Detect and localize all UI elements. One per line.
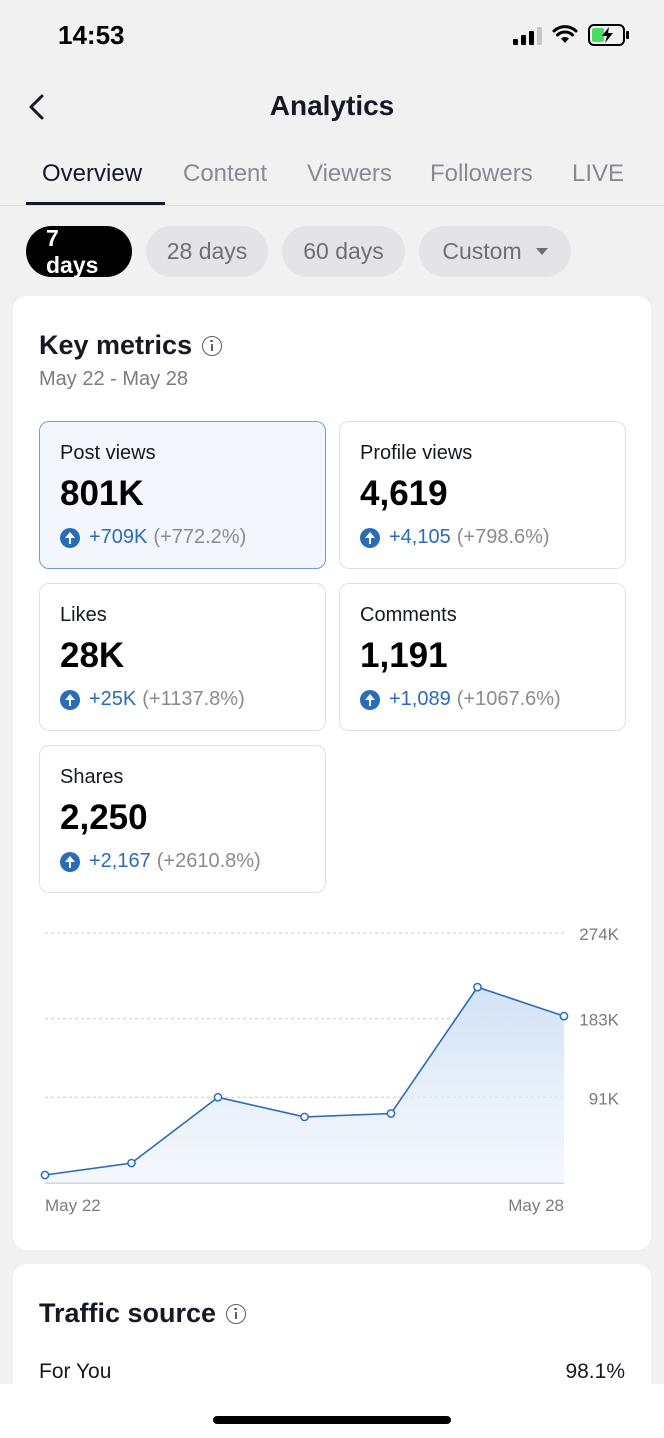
- chevron-down-icon: [535, 248, 548, 255]
- arrow-up-circle-icon: [360, 527, 380, 548]
- tab-bar: Overview Content Viewers Followers LIVE: [0, 150, 664, 206]
- y-tick-label: 183K: [579, 1011, 619, 1030]
- arrow-up-circle-icon: [60, 851, 80, 872]
- metric-delta: +2,167: [89, 850, 151, 872]
- active-tab-indicator: [26, 202, 165, 205]
- filter-28-days[interactable]: 28 days: [146, 226, 268, 277]
- metric-change: +2,167 (+2610.8%): [60, 850, 261, 873]
- metric-change: +25K (+1137.8%): [60, 688, 245, 711]
- metric-label: Post views: [60, 442, 156, 464]
- filter-60-days[interactable]: 60 days: [282, 226, 405, 277]
- chart-data-point: [127, 1158, 136, 1168]
- x-tick-label: May 28: [508, 1196, 564, 1215]
- traffic-source-label: For You: [39, 1360, 112, 1383]
- metric-comments[interactable]: Comments 1,191 +1,089 (+1067.6%): [339, 583, 626, 731]
- metric-change: +1,089 (+1067.6%): [360, 688, 561, 711]
- x-tick-label: May 22: [45, 1196, 101, 1215]
- metric-label: Shares: [60, 766, 124, 788]
- chart-data-point: [213, 1092, 223, 1102]
- tab-content[interactable]: Content: [183, 160, 268, 187]
- key-metrics-title: Key metrics: [39, 330, 193, 360]
- wifi-icon: [552, 25, 578, 43]
- status-bar: 14:53: [0, 0, 664, 72]
- tab-followers[interactable]: Followers: [430, 160, 533, 187]
- app-header: Analytics: [0, 72, 664, 142]
- info-icon[interactable]: [202, 335, 223, 356]
- back-arrow-icon[interactable]: [22, 90, 52, 124]
- cellular-signal-icon: [513, 25, 542, 45]
- metric-likes[interactable]: Likes 28K +25K (+1137.8%): [39, 583, 326, 731]
- metric-value: 2,250: [60, 798, 148, 837]
- metric-change: +709K (+772.2%): [60, 526, 246, 549]
- key-metrics-card: Key metrics May 22 - May 28 Post views 8…: [13, 296, 651, 1250]
- filter-label: 7 days: [46, 224, 99, 278]
- date-filter-bar: 7 days 28 days 60 days Custom: [26, 224, 571, 278]
- chart-data-point: [559, 1011, 569, 1021]
- filter-7-days[interactable]: 7 days: [26, 224, 132, 278]
- metric-delta: +25K: [89, 688, 137, 710]
- chart-data-point: [300, 1112, 309, 1122]
- metric-value: 801K: [60, 474, 144, 513]
- chart-data-point: [473, 982, 482, 992]
- page-title: Analytics: [269, 90, 395, 121]
- bottom-area: [0, 1384, 664, 1438]
- info-icon[interactable]: [226, 1303, 247, 1324]
- y-tick-label: 274K: [579, 925, 619, 944]
- metric-post-views[interactable]: Post views 801K +709K (+772.2%): [39, 421, 326, 569]
- filter-label: Custom: [442, 238, 522, 264]
- traffic-source-row: For You 98.1%: [39, 1360, 625, 1384]
- traffic-source-title: Traffic source: [39, 1298, 217, 1328]
- metric-percent: (+772.2%): [153, 526, 247, 548]
- arrow-up-circle-icon: [60, 689, 80, 710]
- arrow-up-circle-icon: [360, 689, 380, 710]
- date-range: May 22 - May 28: [39, 368, 188, 390]
- metric-label: Likes: [60, 604, 107, 626]
- metric-percent: (+798.6%): [456, 526, 550, 548]
- status-icons: [513, 24, 630, 46]
- metric-value: 1,191: [360, 636, 448, 675]
- tab-viewers[interactable]: Viewers: [307, 160, 392, 187]
- filter-label: 28 days: [166, 238, 248, 264]
- post-views-chart[interactable]: 274K 183K 91K May 22 May 28: [13, 916, 651, 1226]
- battery-charging-icon: [588, 24, 629, 46]
- chart-data-point: [40, 1170, 50, 1180]
- metric-percent: (+1067.6%): [456, 688, 561, 710]
- tab-overview[interactable]: Overview: [42, 160, 143, 187]
- metric-profile-views[interactable]: Profile views 4,619 +4,105 (+798.6%): [339, 421, 626, 569]
- chart-area-fill: [45, 987, 564, 1183]
- tab-live[interactable]: LIVE: [572, 160, 625, 187]
- metric-change: +4,105 (+798.6%): [360, 526, 550, 549]
- chart-data-point: [386, 1109, 396, 1118]
- filter-custom-dropdown[interactable]: Custom: [419, 226, 571, 277]
- metric-percent: (+1137.8%): [142, 688, 245, 710]
- metric-label: Comments: [360, 604, 457, 626]
- metric-label: Profile views: [360, 442, 473, 464]
- status-time: 14:53: [58, 20, 125, 50]
- y-tick-label: 91K: [589, 1089, 620, 1108]
- metric-delta: +1,089: [389, 688, 451, 710]
- metric-value: 4,619: [360, 474, 448, 513]
- home-indicator: [213, 1416, 451, 1424]
- metric-delta: +709K: [89, 526, 148, 548]
- traffic-source-value: 98.1%: [565, 1360, 625, 1383]
- traffic-source-heading: Traffic source: [39, 1298, 247, 1329]
- key-metrics-heading: Key metrics: [39, 330, 223, 361]
- metric-delta: +4,105: [389, 526, 451, 548]
- metric-percent: (+2610.8%): [156, 850, 261, 872]
- filter-label: 60 days: [303, 238, 384, 264]
- arrow-up-circle-icon: [60, 527, 80, 548]
- metric-value: 28K: [60, 636, 125, 675]
- metric-shares[interactable]: Shares 2,250 +2,167 (+2610.8%): [39, 745, 326, 893]
